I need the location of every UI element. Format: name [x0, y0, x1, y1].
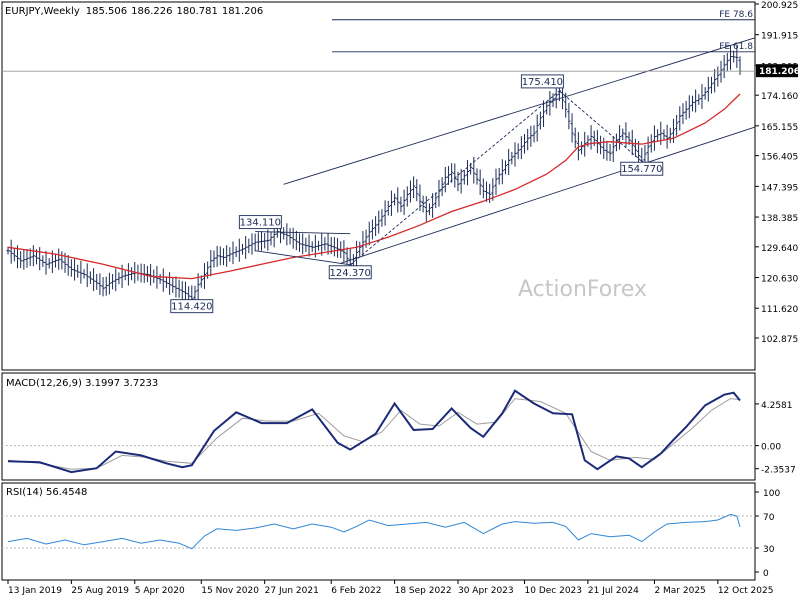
price-y-tick-label: 120.630	[761, 275, 798, 285]
pattern-line	[255, 250, 351, 266]
rsi-label: RSI(14) 56.4548	[6, 487, 87, 498]
current-price-label: 181.206	[759, 67, 800, 77]
rsi-y-tick-label: 70	[763, 513, 775, 523]
price-y-tick-label: 191.915	[761, 32, 798, 42]
price-annotation-box	[170, 299, 214, 314]
macd-line	[7, 389, 741, 474]
x-axis-tick-label: 6 Feb 2022	[331, 586, 381, 596]
x-axis-tick-label: 30 Apr 2023	[458, 586, 514, 596]
macd-frame	[1, 372, 756, 481]
x-axis-tick-label: 13 Jan 2019	[8, 586, 62, 596]
current-price-tag	[756, 64, 798, 78]
fib-level-label: FE 78.6	[719, 10, 753, 20]
price-y-tick-label: 138.385	[761, 214, 798, 224]
rsi-line	[7, 513, 741, 550]
price-y-tick-label: 200.925	[761, 1, 798, 11]
price-y-tick-label: 174.160	[761, 92, 798, 102]
macd-y-tick-label: 0.00	[761, 443, 781, 453]
price-y-tick-label: 147.395	[761, 183, 798, 193]
x-axis-tick-label: 25 Aug 2019	[71, 586, 129, 596]
rsi-y-tick-label: 0	[763, 569, 769, 579]
macd-y-tick-label: 4.2581	[761, 401, 793, 411]
price-annotation-box	[620, 161, 664, 176]
price-panel: FE 78.6 FE 61.8 114.420 134.110 124.370 175.4…	[2, 10, 756, 314]
price-annotation-label: 154.770	[621, 164, 662, 175]
pattern-line	[559, 90, 643, 162]
price-annotation-label: 134.110	[240, 218, 281, 229]
price-y-tick-label: 111.620	[761, 305, 798, 315]
price-y-tick-label: 156.405	[761, 153, 798, 163]
x-axis-tick-label: 5 Apr 2020	[135, 586, 185, 596]
price-annotation-label: 124.370	[330, 268, 371, 279]
x-axis-tick-label: 10 Dec 2023	[525, 586, 583, 596]
watermark: ActionForex	[518, 277, 647, 302]
x-axis-tick-label: 15 Nov 2020	[201, 586, 259, 596]
price-annotation-label: 114.420	[171, 302, 212, 313]
x-axis-tick-label: 2 Mar 2025	[654, 586, 705, 596]
price-annotation-box	[328, 265, 372, 280]
x-axis-tick-label: 27 Jun 2021	[265, 586, 319, 596]
macd-label: MACD(12,26,9) 3.1997 3.7233	[6, 378, 158, 389]
rsi-y-tick-label: 30	[763, 545, 775, 555]
rsi-panel	[2, 513, 755, 550]
macd-panel	[2, 389, 755, 474]
macd-y-tick-label: -2.3537	[761, 466, 796, 476]
price-annotation-box	[520, 74, 564, 89]
axes: 200.925191.915182.905174.160165.155156.4…	[7, 1, 800, 596]
price-bars	[6, 45, 742, 309]
chart-header: EURJPY,Weekly 185.506 186.226 180.781 181.20…	[5, 6, 263, 17]
x-axis-tick-label: 18 Sep 2022	[395, 586, 452, 596]
channel-upper-line	[283, 37, 756, 185]
x-axis-tick-label: 21 Jul 2024	[588, 586, 639, 596]
price-annotation-label: 175.410	[522, 77, 563, 88]
price-y-tick-label: 129.640	[761, 244, 798, 254]
price-y-tick-label: 102.875	[761, 335, 798, 345]
moving-average-line	[7, 93, 741, 280]
price-y-tick-label: 165.155	[761, 123, 798, 133]
pattern-line	[349, 90, 560, 266]
x-axis-tick-label: 12 Oct 2025	[718, 586, 774, 596]
pattern-line	[255, 231, 351, 235]
fib-level-label: FE 61.8	[719, 42, 753, 52]
channel-lower-line	[340, 126, 756, 264]
rsi-y-tick-label: 100	[763, 489, 780, 499]
price-annotation-box	[238, 215, 282, 230]
